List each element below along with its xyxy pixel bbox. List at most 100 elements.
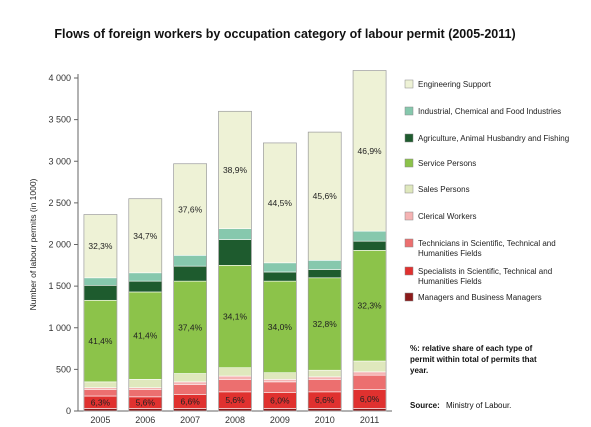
data-label: 37,6% [178,205,203,215]
bar-segment [307,369,342,378]
bar-segment [307,408,342,412]
data-label: 41,4% [133,331,158,341]
legend-swatch [404,238,414,248]
legend-label: Technicians in Scientific, Technical and… [418,239,556,258]
bar-outline [263,142,297,412]
bar-segment [352,371,387,376]
bar-segment [173,265,207,282]
data-label: 5,6% [136,398,156,408]
bar-segment [173,384,207,395]
x-tick-label: 2010 [315,415,335,425]
bar-segment [218,408,252,412]
bar-segment [263,379,297,383]
bar-segment [352,240,387,251]
legend-label: Sales Persons [418,185,470,194]
data-label: 38,9% [223,165,248,175]
legend-swatch [404,292,414,302]
bar-segment [307,260,342,270]
x-tick-label: 2005 [90,415,110,425]
legend-label: Clerical Workers [418,212,477,221]
bar-segment [263,372,297,380]
bar-segment [352,374,387,390]
bar-segment [307,379,342,393]
percent-labels-group: 2005 6,3% 41,4% 32,3% 2006 5,6% 41,4% 34,7% 2007… [88,146,382,425]
x-tick-label: 2011 [360,415,379,425]
bar-segment [218,111,252,229]
bar-outline [352,70,387,412]
legend: Engineering Support Industrial, Chemical … [404,79,569,302]
x-tick-label: 2006 [135,415,155,425]
y-axis-label: Number of labour permits (in 1000) [28,178,38,310]
source-note: Source: Ministry of Labour. [410,401,511,410]
bar-segment [218,367,252,377]
bar-segment [218,379,252,393]
x-tick-label: 2008 [225,415,245,425]
data-label: 46,9% [358,146,383,156]
bar-segment [173,373,207,383]
bar-segment [263,262,297,273]
y-tick-label: 3 000 [48,156,71,166]
data-label: 44,5% [268,198,293,208]
y-tick-label: 0 [66,406,71,416]
bar-segment [128,408,163,412]
data-label: 32,3% [358,301,383,311]
source-value: Ministry of Labour. [446,401,511,410]
notes: %: relative share of each type of permit… [410,344,537,410]
bar-segment [128,272,163,282]
y-tick-label: 500 [56,364,71,374]
y-tick-label: 1 500 [48,281,71,291]
legend-label: Service Persons [418,159,476,168]
data-label: 6,3% [91,397,111,407]
data-label: 41,4% [88,336,113,346]
data-label: 37,4% [178,322,203,332]
share-note-line-3: year. [410,366,428,375]
legend-label: Managers and Business Managers [418,293,542,302]
share-note-line-1: %: relative share of each type of [410,344,533,353]
bar-segment [352,70,387,232]
bar-segment [263,142,297,264]
legend-swatch [404,158,414,168]
bars-group [83,70,387,412]
bar-segment [263,381,297,393]
legend-label: Agriculture, Animal Husbandry and Fishin… [418,134,569,143]
chart-title: Flows of foreign workers by occupation c… [54,27,515,41]
y-tick-label: 3 500 [48,115,71,125]
legend-label: Industrial, Chemical and Food Industries [418,107,561,116]
bar-outline [218,110,252,412]
bar-segment [218,375,252,380]
bar-segment [83,381,118,388]
y-tick-label: 2 000 [48,240,71,250]
legend-swatch [404,266,414,276]
data-label: 34,1% [223,312,248,322]
bar-segment [83,214,118,279]
bar-segment [352,408,387,412]
bar-segment [352,230,387,242]
bar-segment [83,389,118,397]
bar-segment [352,360,387,373]
bar-segment [128,198,163,274]
legend-label: Specialists in Scientific, Technical and… [418,267,552,286]
bar-outline [128,198,163,412]
y-tick-label: 1 000 [48,323,71,333]
bar-outline [83,214,118,412]
bar-segment [83,284,118,301]
y-tick-label: 4 000 [48,73,71,83]
data-label: 34,7% [133,231,158,241]
y-tick-label: 2 500 [48,198,71,208]
bar-segment [83,408,118,412]
legend-swatch [404,133,414,143]
bar-segment [128,280,163,293]
x-tick-label: 2009 [270,415,290,425]
bar-segment [173,163,207,256]
source-label: Source: [410,401,440,410]
bar-segment [173,255,207,267]
legend-label: Engineering Support [418,80,492,89]
x-tick-label: 2007 [180,415,200,425]
bar-segment [307,269,342,279]
bar-segment [263,408,297,412]
data-label: 45,6% [313,191,338,201]
data-label: 6,0% [360,394,380,404]
data-label: 6,6% [180,396,200,406]
